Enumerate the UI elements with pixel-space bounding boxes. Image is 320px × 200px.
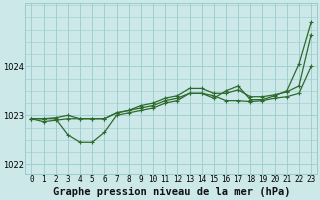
X-axis label: Graphe pression niveau de la mer (hPa): Graphe pression niveau de la mer (hPa) xyxy=(52,187,290,197)
